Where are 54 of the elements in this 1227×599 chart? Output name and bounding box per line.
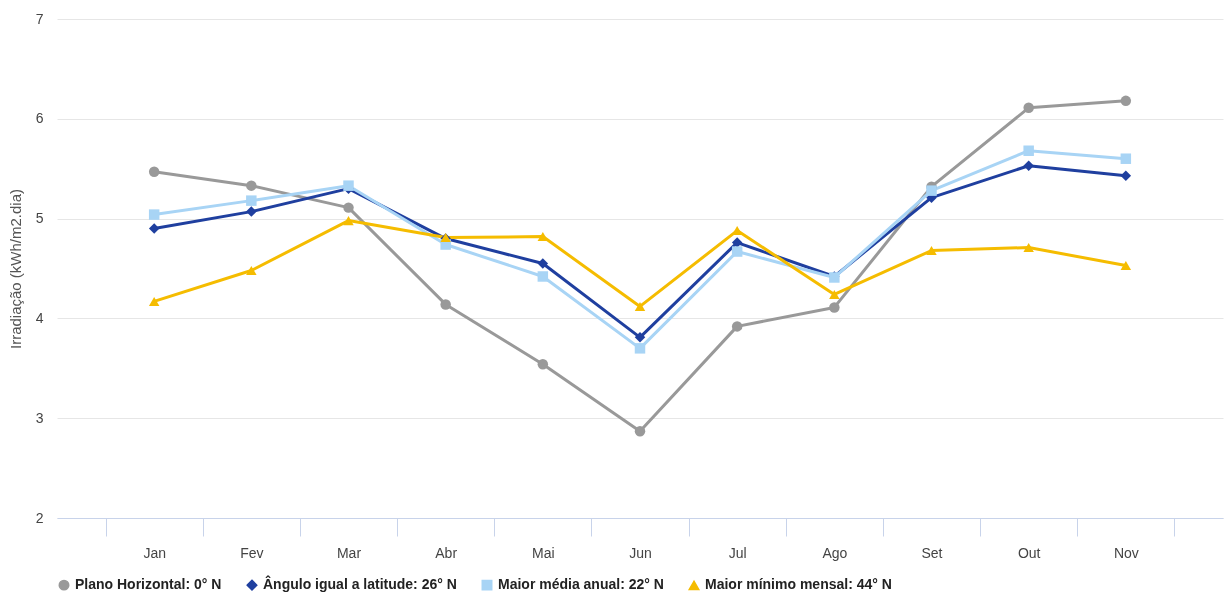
point: [1120, 170, 1132, 181]
point: [1120, 260, 1132, 271]
point: [1023, 145, 1034, 156]
x-tick-label: Ago: [822, 544, 848, 561]
x-tick-label: Out: [1017, 544, 1041, 561]
point: [634, 301, 646, 311]
legend-label: Plano Horizontal: 0° N: [75, 576, 222, 593]
x-tick-label: Abr: [435, 544, 458, 561]
point: [926, 185, 937, 196]
point: [1023, 160, 1034, 171]
point: [731, 246, 743, 257]
point: [246, 206, 257, 217]
point: [1120, 95, 1132, 107]
point: [1023, 243, 1034, 253]
point: [1023, 102, 1034, 114]
point: [246, 265, 257, 276]
point: [246, 195, 257, 206]
point: [537, 359, 549, 370]
point: [343, 216, 354, 226]
x-tick-label: Mar: [336, 544, 362, 561]
point: [926, 245, 937, 256]
point: [148, 166, 160, 177]
y-tick-label: 4: [35, 309, 44, 326]
x-tick-label: Mai: [532, 544, 555, 561]
legend-label: Maior mínimo mensal: 44° N: [705, 576, 892, 593]
point: [537, 271, 549, 282]
point: [246, 180, 257, 191]
y-tick-label: 7: [35, 10, 44, 27]
y-tick-label: 2: [35, 509, 44, 526]
point: [634, 425, 646, 437]
point: [731, 321, 743, 332]
x-tick-label: Jul: [728, 544, 747, 561]
point: [537, 258, 549, 269]
point: [1120, 153, 1132, 164]
point: [829, 289, 840, 299]
point: [634, 332, 646, 343]
y-tick-label: 6: [35, 110, 44, 127]
point: [440, 299, 451, 310]
point: [343, 202, 354, 213]
legend-label: Ângulo igual a latitude: 26° N: [263, 575, 457, 593]
point: [148, 296, 160, 306]
legend-label: Maior média anual: 22° N: [498, 576, 664, 593]
x-tick-label: Jun: [629, 544, 652, 561]
y-tick-label: 5: [35, 210, 44, 227]
x-tick-label: Fev: [240, 544, 264, 561]
y-tick-label: 3: [35, 409, 44, 426]
x-tick-label: Jan: [143, 544, 166, 561]
y-axis-title: Irradiação (kWh/m2.dia): [6, 188, 24, 350]
x-tick-label: Set: [921, 544, 943, 561]
point: [829, 302, 840, 313]
point: [148, 223, 160, 234]
x-tick-label: Nov: [1113, 544, 1139, 561]
point: [148, 209, 160, 220]
point: [634, 343, 646, 354]
